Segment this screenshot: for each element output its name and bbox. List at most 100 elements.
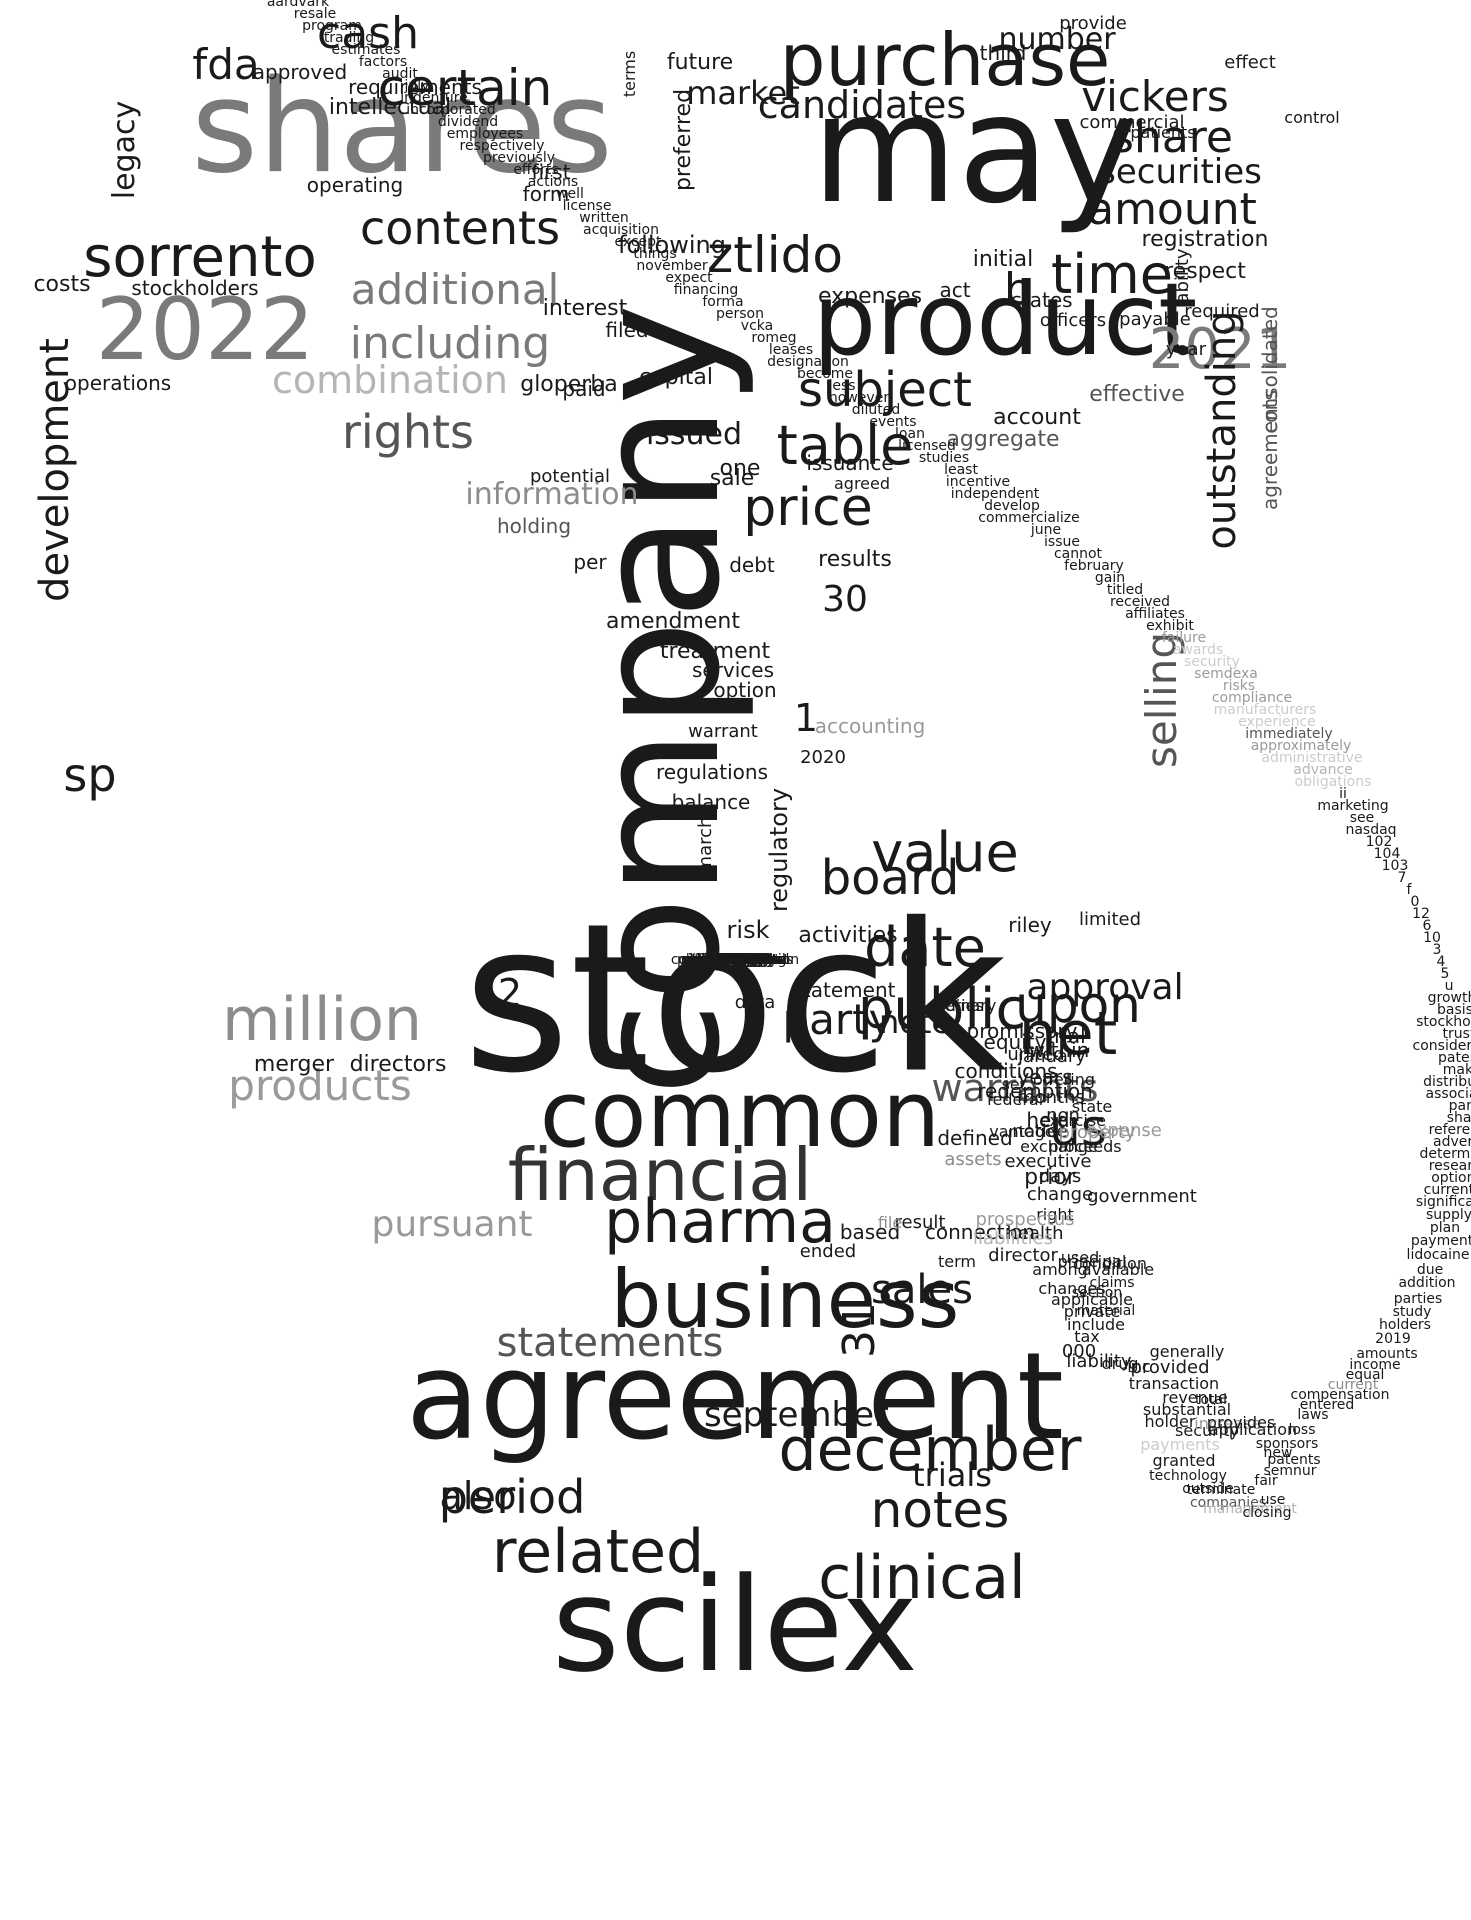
cloud-word: operating xyxy=(306,173,404,197)
cloud-word: revenue xyxy=(1162,1388,1228,1407)
cloud-word: drugs xyxy=(715,952,755,968)
cloud-word: patient xyxy=(710,952,760,968)
cloud-word: make xyxy=(1442,1062,1471,1078)
cloud-word: candidates xyxy=(757,83,967,127)
cloud-word: report xyxy=(713,952,757,968)
cloud-word: commercialize xyxy=(978,510,1080,526)
cloud-word: existing xyxy=(707,952,763,968)
cloud-word: weighted xyxy=(702,952,768,968)
cloud-word: obligations xyxy=(1294,774,1372,790)
cloud-word: received xyxy=(1109,594,1171,610)
cloud-word: promissory xyxy=(966,1019,1078,1043)
cloud-word: contribution xyxy=(692,952,778,968)
cloud-word: accounts xyxy=(703,952,767,968)
cloud-word: specified xyxy=(703,952,767,968)
cloud-word: prices xyxy=(713,952,757,968)
cloud-word: sp xyxy=(63,748,117,802)
cloud-word: shares xyxy=(191,53,613,202)
cloud-word: provisions xyxy=(699,952,771,968)
cloud-word: stockholder xyxy=(1416,1014,1471,1030)
cloud-word: intellectual xyxy=(328,95,452,120)
cloud-word: asset xyxy=(716,952,754,968)
cloud-word: material xyxy=(1076,1303,1136,1319)
cloud-word: well xyxy=(556,186,584,202)
cloud-word: sponsors xyxy=(1255,1436,1319,1452)
cloud-word: going xyxy=(715,952,755,968)
cloud-word: acquired xyxy=(704,952,766,968)
cloud-word: form xyxy=(522,182,570,206)
cloud-word: exhibit xyxy=(1146,618,1194,634)
cloud-word: incorporation xyxy=(688,952,782,968)
cloud-word: pro xyxy=(723,952,747,968)
cloud-word: section xyxy=(1071,1285,1123,1301)
cloud-word: incentive xyxy=(945,474,1011,490)
cloud-word: llc xyxy=(727,952,743,968)
cloud-word: using xyxy=(716,952,754,968)
cloud-word: discount xyxy=(705,952,765,968)
cloud-word: less xyxy=(828,378,856,394)
cloud-word: topical xyxy=(711,952,759,968)
cloud-word: become xyxy=(796,366,854,382)
cloud-word: certificate xyxy=(699,952,771,968)
cloud-word: actions xyxy=(527,174,579,190)
cloud-word: b xyxy=(1004,264,1032,315)
cloud-word: adversely xyxy=(700,952,770,968)
cloud-word: described xyxy=(700,952,770,968)
cloud-word: registration xyxy=(1141,227,1269,252)
cloud-word: pursuant xyxy=(371,1204,533,1245)
cloud-word: 28 xyxy=(726,952,744,968)
cloud-word: entered xyxy=(1299,1397,1355,1413)
cloud-word: efforts xyxy=(513,162,559,178)
cloud-word: balance xyxy=(671,790,751,814)
cloud-word: consideration xyxy=(1412,1038,1471,1054)
cloud-word: patent xyxy=(1438,1050,1471,1066)
cloud-word: agreements xyxy=(1258,389,1282,511)
cloud-word: generally xyxy=(1149,1342,1225,1361)
cloud-word: written xyxy=(579,210,629,226)
cloud-word: day xyxy=(722,952,748,968)
cloud-word: states xyxy=(1011,288,1073,312)
cloud-word: future xyxy=(666,50,734,75)
cloud-word: cannot xyxy=(1053,546,1103,562)
cloud-word: 2023 xyxy=(717,952,753,968)
cloud-word: payable xyxy=(1119,309,1191,330)
cloud-word: securities xyxy=(1098,152,1262,192)
cloud-word: control xyxy=(1284,108,1340,127)
cloud-word: unable xyxy=(711,952,759,968)
cloud-word: registered xyxy=(699,952,771,968)
cloud-word: terminate xyxy=(1186,1482,1256,1498)
cloud-word: common xyxy=(539,1061,941,1168)
cloud-word: issuance xyxy=(806,451,894,475)
cloud-word: preferred xyxy=(671,88,696,192)
cloud-word: pharma xyxy=(604,1187,836,1257)
cloud-word: assets xyxy=(944,1149,1002,1170)
cloud-word: trust xyxy=(1442,1026,1471,1042)
cloud-word: program xyxy=(302,18,362,34)
cloud-word: awards xyxy=(1172,642,1224,658)
cloud-word: parties xyxy=(1393,1291,1443,1307)
cloud-word: officer xyxy=(712,952,758,968)
cloud-word: agreed xyxy=(833,474,891,493)
cloud-word: provide xyxy=(1059,13,1127,34)
cloud-word: first xyxy=(531,160,571,184)
cloud-word: tax xyxy=(1074,1327,1100,1346)
cloud-word: estimates xyxy=(331,42,401,58)
cloud-word: share xyxy=(1111,112,1233,163)
cloud-word: emerging xyxy=(701,952,769,968)
cloud-word: require xyxy=(710,952,760,968)
cloud-word: trade xyxy=(716,952,754,968)
cloud-word: provided xyxy=(1130,1357,1210,1378)
cloud-word: resale xyxy=(293,6,337,22)
cloud-word: certain xyxy=(377,59,553,117)
cloud-word: right xyxy=(1036,1205,1074,1224)
cloud-word: paid xyxy=(562,377,606,401)
cloud-word: available xyxy=(1081,1260,1155,1279)
cloud-word: marketing xyxy=(1317,798,1389,814)
cloud-word: government xyxy=(1087,1186,1197,1207)
cloud-word: stock xyxy=(462,880,1008,1119)
cloud-word: 20 xyxy=(726,952,744,968)
cloud-word: nda xyxy=(721,952,749,968)
cloud-word: countries xyxy=(702,952,768,968)
cloud-word: f xyxy=(1406,882,1412,898)
cloud-word: expected xyxy=(702,952,768,968)
